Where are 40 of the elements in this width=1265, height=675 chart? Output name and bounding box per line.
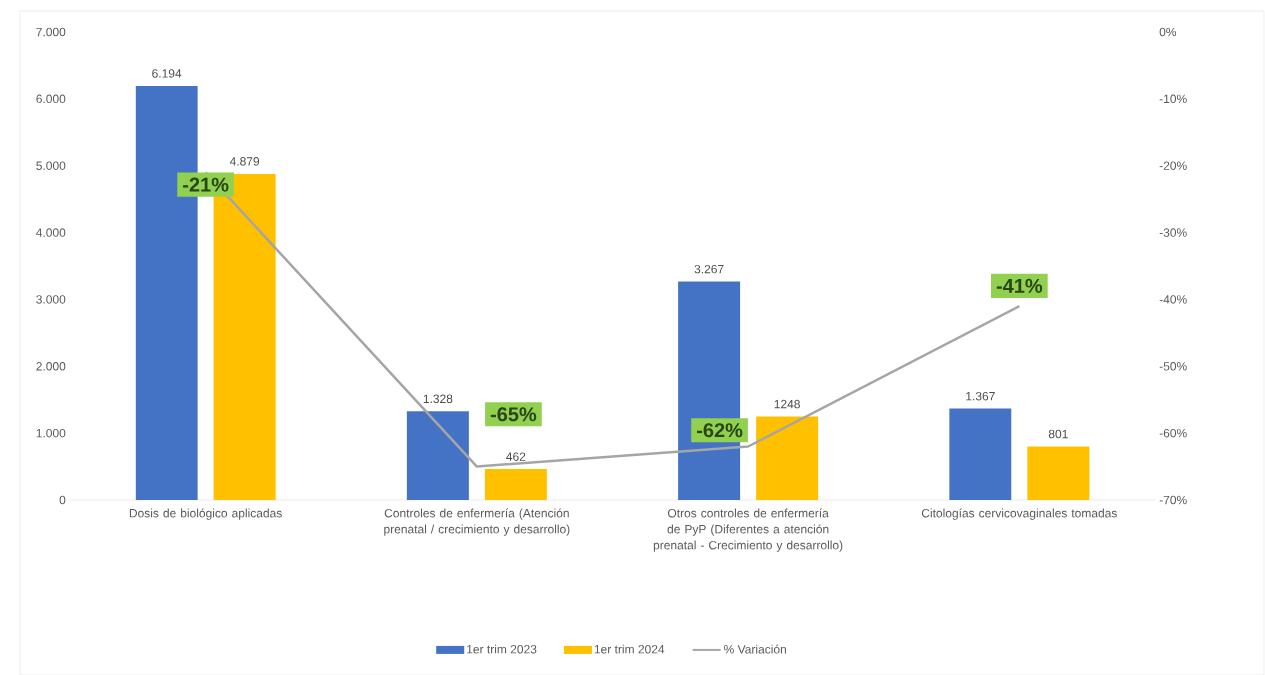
data-label: 1248 [774, 399, 800, 409]
bar [406, 411, 469, 500]
x-tick-label: Dosis de biológico aplicadas [129, 508, 282, 520]
legend-label: % Variación [724, 644, 786, 654]
y2-tick-label: -20% [1159, 161, 1187, 170]
bar [1027, 446, 1090, 500]
y2-tick-label: -30% [1159, 228, 1187, 237]
y-tick-label: 3.000 [36, 295, 66, 304]
data-label: -62% [697, 423, 743, 438]
bar [949, 408, 1012, 500]
y-tick-label: 1.000 [36, 428, 66, 438]
y2-tick-label: -50% [1159, 362, 1187, 371]
data-label: 6.194 [152, 69, 182, 78]
data-label: -21% [183, 177, 229, 192]
data-label: 4.879 [229, 157, 260, 166]
y2-tick-label: 0% [1159, 27, 1177, 37]
data-label: 801 [1048, 429, 1068, 439]
x-tick-label: Controles de enfermería (Atención prenatal / crecimiento y desarrollo) [384, 508, 570, 536]
x-tick-label: Citologías cervicovaginales tomadas [921, 508, 1117, 520]
y-tick-label: 2.000 [36, 362, 66, 371]
data-label: 1.328 [423, 394, 453, 404]
data-label: -41% [996, 278, 1043, 293]
data-label: 1.367 [966, 391, 995, 401]
y2-tick-label: -60% [1159, 428, 1187, 438]
y-tick-label: 6.000 [36, 94, 66, 104]
data-label: -65% [490, 407, 537, 422]
legend-label: 1er trim 2024 [594, 644, 665, 654]
data-label: 462 [506, 452, 526, 461]
bar [484, 469, 547, 500]
x-tick-label: Otros controles de enfermería de PyP (Diferentes a atención prenatal - Crecimiento y desarrollo) [653, 508, 843, 552]
legend-label: 1er trim 2023 [467, 644, 537, 654]
bar [756, 416, 819, 500]
y-tick-label: 5.000 [36, 161, 66, 170]
y-tick-label: 7.000 [36, 27, 66, 37]
y-tick-label: 4.000 [36, 228, 66, 237]
y2-tick-label: -10% [1159, 94, 1187, 104]
data-label: 3.267 [694, 264, 724, 274]
y2-tick-label: -70% [1159, 495, 1187, 505]
y2-tick-label: -40% [1159, 295, 1187, 304]
y-tick-label: 0 [59, 495, 66, 505]
